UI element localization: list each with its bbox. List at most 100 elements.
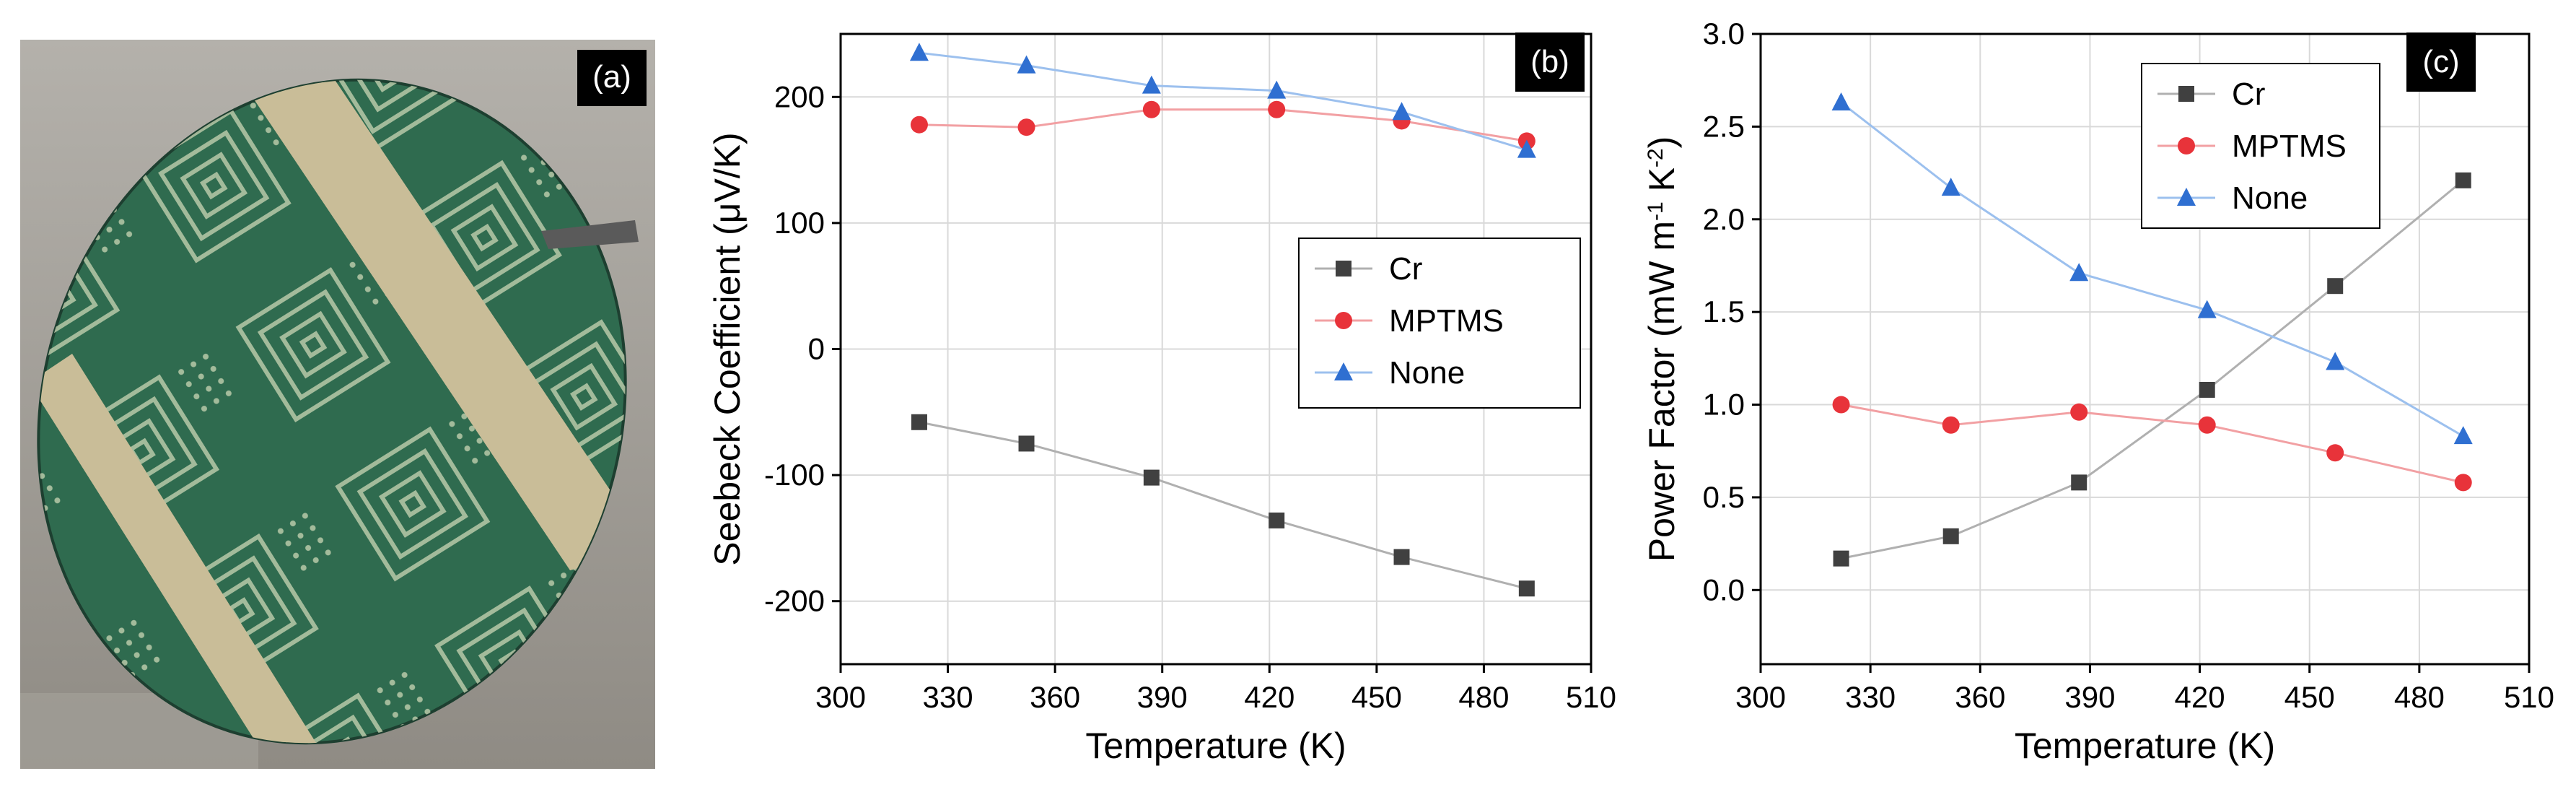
b-ticks: 300 330 360 390 420 450 480 510 -200 -100 0 100 200 [764, 79, 1616, 714]
tweezer-tip [541, 220, 639, 249]
c-x-tick-label: 390 [2064, 680, 2115, 714]
b-point-cr [1143, 469, 1160, 486]
c-point-none [2069, 263, 2089, 282]
b-x-tick-label: 510 [1566, 680, 1616, 714]
c-legend-marker-none [2177, 188, 2196, 206]
c-ylabel-end: ) [1642, 136, 1682, 149]
c-point-mptms [2454, 474, 2472, 492]
c-point-cr [1833, 550, 1849, 567]
c-point-none [1941, 178, 1961, 196]
b-x-tick-label: 480 [1458, 680, 1509, 714]
c-legend-marker-mptms [2178, 137, 2195, 154]
c-series-line-none [1840, 101, 2464, 437]
b-series-line-cr [919, 421, 1528, 590]
c-y-axis-label: Power Factor (mW m-1 K-2) [1642, 136, 1682, 562]
c-point-none [2197, 300, 2217, 318]
c-legend-marker-cr [2178, 86, 2194, 102]
c-point-mptms [2070, 403, 2088, 421]
panel-a-photo: (a) [0, 3, 678, 794]
b-x-tick-label: 360 [1030, 680, 1080, 714]
panel-c-chart: 300 330 360 390 420 450 480 510 0.0 0.5 1.0 1.5 2.0 2… [1642, 17, 2554, 766]
b-series [909, 43, 1536, 597]
c-point-cr [2071, 474, 2087, 491]
c-point-cr [1942, 528, 1959, 544]
b-point-none [1517, 139, 1536, 158]
c-legend-label-none: None [2232, 180, 2308, 216]
b-point-cr [1518, 580, 1535, 597]
c-point-mptms [2326, 444, 2344, 462]
c-x-tick-label: 510 [2504, 680, 2554, 714]
c-y-tick-label: 1.5 [1703, 295, 1745, 328]
b-legend-label-none: None [1389, 355, 1465, 391]
c-y-tick-label: 2.5 [1703, 109, 1745, 143]
b-legend-label-mptms: MPTMS [1389, 303, 1504, 339]
b-point-mptms [1017, 118, 1035, 136]
b-series-line-mptms [919, 108, 1528, 142]
b-x-tick-label: 300 [815, 680, 866, 714]
b-point-cr [1018, 435, 1035, 452]
panel-c-label: (c) [2422, 44, 2459, 79]
c-point-cr [2199, 381, 2215, 398]
b-point-mptms [1142, 100, 1160, 118]
b-point-none [909, 43, 929, 61]
c-series [1831, 92, 2473, 567]
b-point-none [1017, 55, 1036, 74]
b-point-cr [1393, 549, 1410, 565]
b-series-line-none [919, 51, 1528, 152]
b-y-axis-label: Seebeck Coefficient (μV/K) [707, 132, 748, 565]
b-y-tick-label: -200 [764, 584, 825, 618]
b-x-axis-label: Temperature (K) [1085, 726, 1346, 766]
panel-b-label: (b) [1530, 44, 1569, 79]
c-series-line-mptms [1841, 404, 2464, 484]
b-point-none [1142, 75, 1161, 94]
c-ylabel-main: Power Factor (mW m [1642, 221, 1682, 562]
c-point-mptms [1832, 396, 1850, 414]
b-y-tick-label: 200 [774, 79, 825, 113]
b-y-tick-label: 0 [808, 332, 825, 366]
b-legend-marker-none [1334, 362, 1353, 380]
b-x-tick-label: 450 [1351, 680, 1402, 714]
c-ylabel-exp1: -1 [1644, 201, 1668, 221]
b-y-tick-label: -100 [764, 458, 825, 492]
panel-a-label-box [577, 50, 647, 106]
c-legend: Cr MPTMS None [2141, 63, 2380, 229]
b-point-mptms [1268, 100, 1286, 118]
c-point-cr [2327, 278, 2344, 295]
c-ylabel-mid: K [1642, 167, 1682, 201]
c-series-line-cr [1841, 179, 2464, 560]
c-x-axis-label: Temperature (K) [2015, 726, 2275, 766]
c-y-tick-label: 0.5 [1703, 480, 1745, 514]
b-point-none [1392, 102, 1411, 121]
c-legend-label-cr: Cr [2232, 77, 2265, 112]
b-legend: Cr MPTMS None [1298, 238, 1581, 409]
panel-b-label-box [1515, 32, 1585, 92]
c-y-tick-label: 1.0 [1703, 388, 1745, 422]
c-x-tick-label: 480 [2394, 680, 2445, 714]
b-point-mptms [910, 116, 928, 134]
c-x-tick-label: 420 [2175, 680, 2225, 714]
c-ylabel-exp2: -2 [1644, 148, 1668, 167]
b-point-cr [911, 414, 927, 430]
c-point-none [2453, 426, 2473, 445]
c-point-none [2326, 352, 2345, 370]
b-legend-marker-cr [1336, 261, 1351, 276]
c-x-tick-label: 330 [1845, 680, 1896, 714]
b-point-none [1267, 80, 1287, 99]
c-y-tick-label: 2.0 [1703, 202, 1745, 236]
c-plot-frame [1759, 32, 2531, 666]
c-y-tick-label: 0.0 [1703, 572, 1745, 606]
c-y-tick-label: 3.0 [1703, 17, 1745, 51]
c-ticks: 300 330 360 390 420 450 480 510 0.0 0.5 1.0 1.5 2.0 2… [1703, 17, 2554, 714]
b-legend-label-cr: Cr [1389, 251, 1422, 287]
c-point-mptms [2198, 416, 2216, 434]
b-point-cr [1269, 512, 1285, 528]
c-point-mptms [1942, 416, 1960, 434]
c-point-cr [2455, 172, 2471, 188]
c-x-tick-label: 300 [1735, 680, 1786, 714]
contact-pad-strip [231, 43, 649, 570]
c-x-tick-label: 360 [1955, 680, 2005, 714]
c-x-tick-label: 450 [2284, 680, 2335, 714]
panel-c-label-box [2406, 32, 2476, 92]
b-x-tick-label: 420 [1244, 680, 1294, 714]
